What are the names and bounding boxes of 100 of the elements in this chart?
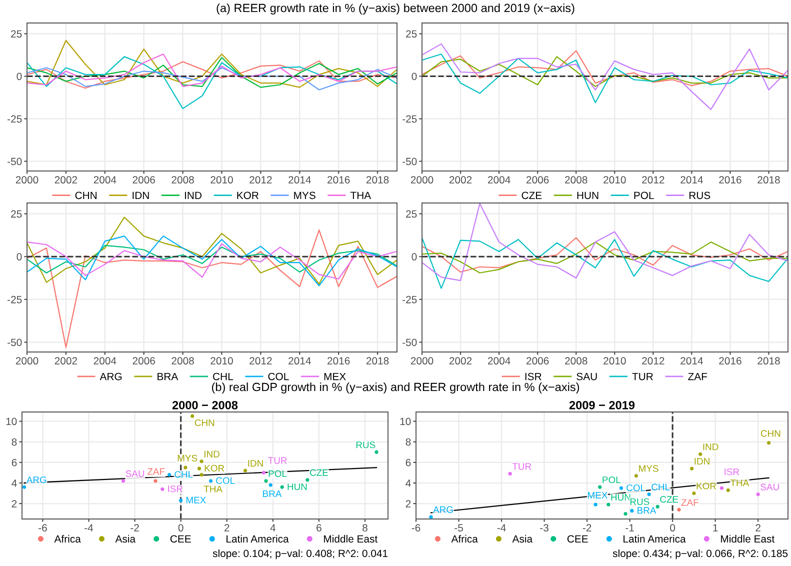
x-tick-label: 2014 — [680, 357, 703, 365]
data-label: RUS — [356, 441, 376, 448]
x-tick-label: 2010 — [604, 176, 626, 184]
x-tick-label: 2016 — [328, 357, 350, 365]
chart-subtitle: 2000 − 2008 — [172, 400, 238, 410]
data-label: MEX — [186, 496, 206, 504]
data-label: CZE — [660, 496, 678, 503]
data-label: IDN — [248, 460, 263, 467]
x-tick-label: -2 — [582, 524, 592, 532]
x-tick-label: 2008 — [565, 176, 588, 184]
x-tick-label: 2012 — [250, 357, 272, 365]
legend-label: Middle East — [721, 534, 775, 543]
x-tick-label: 2016 — [719, 357, 742, 365]
data-label: CHN — [760, 430, 780, 437]
x-tick-label: 2014 — [288, 357, 311, 365]
chart-title: (a) REER growth rate in % (y−axis) between 2000 and 2019 (x−axis) — [216, 4, 574, 15]
data-label: CZE — [310, 469, 328, 476]
x-tick-label: 2002 — [449, 357, 472, 365]
legend-label: Africa — [451, 534, 478, 543]
x-tick-label: 2 — [756, 524, 760, 532]
y-tick-label: -50 — [8, 338, 22, 346]
x-tick-label: 2012 — [250, 176, 272, 184]
legend-label: CEE — [567, 535, 588, 543]
x-tick-label: 2010 — [210, 357, 233, 365]
y-tick-label: 2 — [12, 500, 17, 508]
y-tick-label: 8 — [12, 438, 17, 446]
legend-label: CEE — [170, 535, 191, 543]
x-tick-label: 2000 — [410, 176, 434, 184]
legend-label: COL — [268, 372, 289, 380]
data-label: TUR — [512, 463, 532, 470]
x-tick-label: 2002 — [449, 176, 472, 184]
legend-label: ARG — [100, 372, 122, 380]
legend-label: Latin America — [624, 534, 686, 543]
y-tick-label: 0 — [412, 72, 417, 80]
data-label: THA — [204, 486, 222, 492]
y-tick-label: 10 — [400, 418, 411, 426]
data-label: CHL — [174, 471, 193, 478]
legend-label: THA — [350, 192, 372, 199]
data-label: CHN — [194, 419, 214, 426]
x-tick-label: -6 — [412, 524, 420, 532]
data-label: POL — [268, 470, 287, 477]
data-label: HUN — [288, 484, 307, 490]
x-tick-label: -5 — [454, 524, 463, 532]
legend-label: IND — [185, 192, 202, 199]
x-tick-label: 2016 — [328, 176, 350, 184]
y-tick-label: 10 — [6, 418, 17, 426]
data-label: THA — [730, 480, 750, 486]
y-tick-label: 25 — [11, 210, 22, 218]
x-tick-label: 1 — [713, 524, 718, 532]
data-label: KOR — [204, 464, 224, 472]
data-label: RUS — [630, 498, 650, 506]
x-tick-label: 2008 — [565, 357, 588, 365]
data-label: ISR — [168, 485, 183, 492]
data-label: IND — [703, 444, 718, 450]
x-tick-label: -4 — [84, 524, 94, 532]
x-tick-label: 2002 — [54, 176, 78, 184]
data-label: IDN — [694, 458, 710, 465]
y-tick-label: 6 — [406, 458, 411, 466]
legend-label: Middle East — [324, 534, 378, 543]
x-tick-label: -1 — [626, 524, 634, 532]
x-tick-label: 2000 — [16, 357, 38, 365]
x-tick-label: 2004 — [94, 176, 116, 184]
y-tick-label: 0 — [412, 253, 417, 260]
x-tick-label: 2014 — [680, 176, 703, 184]
x-tick-label: 2004 — [488, 357, 510, 365]
y-tick-label: 25 — [406, 30, 417, 38]
data-label: ISR — [724, 468, 740, 476]
data-label: COL — [216, 477, 235, 484]
text: slope: 0.434; p−val: 0.066, R^2: 0.185 — [612, 549, 788, 560]
chart-subtitle: 2009 − 2019 — [569, 400, 635, 410]
x-tick-label: 8 — [362, 524, 368, 532]
legend-label: KOR — [237, 192, 258, 200]
legend-label: RUS — [689, 192, 710, 200]
data-label: BRA — [638, 507, 656, 514]
legend-label: CHL — [213, 372, 234, 380]
legend-label: CHN — [75, 192, 97, 200]
legend-label: Africa — [54, 534, 81, 543]
data-label: CHL — [652, 484, 670, 490]
x-tick-label: 6 — [316, 524, 322, 532]
legend-label: POL — [634, 192, 654, 200]
x-tick-label: -4 — [497, 524, 506, 532]
data-label: ARG — [26, 476, 46, 484]
x-tick-label: 2010 — [604, 357, 626, 365]
y-tick-label: 8 — [406, 438, 411, 446]
data-label: ZAF — [147, 468, 165, 475]
x-tick-label: -3 — [540, 524, 548, 532]
x-tick-label: 2008 — [172, 176, 194, 184]
data-label: HUN — [611, 494, 630, 501]
x-tick-label: 2004 — [94, 357, 116, 365]
legend-label: TUR — [632, 372, 653, 380]
x-tick-label: 0 — [178, 524, 184, 532]
chart-title: (b) real GDP growth in % (y−axis) and REER growth rate in % (x−axis) — [212, 382, 580, 394]
legend-label: MYS — [294, 192, 316, 200]
data-label: POL — [602, 476, 621, 484]
legend-label: Latin America — [226, 534, 289, 543]
data-label: MYS — [178, 454, 198, 462]
y-tick-label: 0 — [16, 253, 22, 260]
x-tick-label: 2004 — [488, 176, 510, 184]
data-label: TUR — [268, 457, 287, 464]
y-tick-label: -50 — [402, 338, 417, 346]
